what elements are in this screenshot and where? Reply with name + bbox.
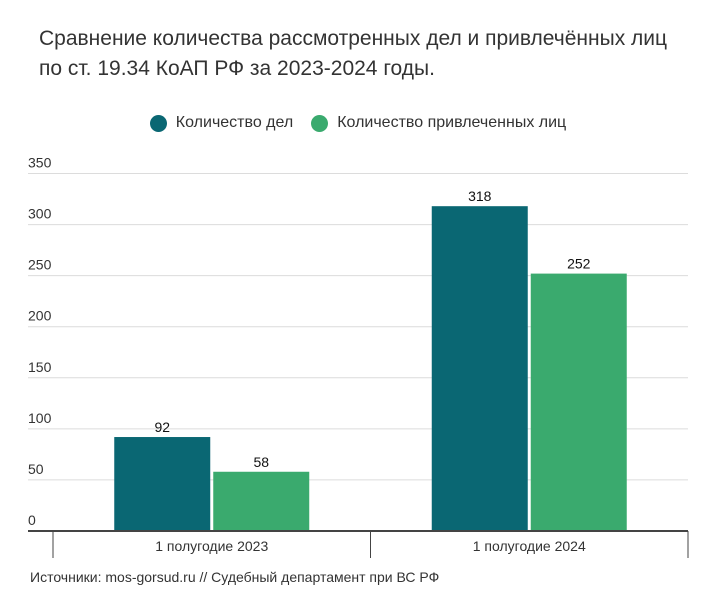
y-tick-label: 300 xyxy=(28,206,52,222)
data-label: 92 xyxy=(154,419,170,435)
legend-label-persons: Количество привлеченных лиц xyxy=(337,114,567,131)
y-tick-label: 350 xyxy=(28,155,52,171)
bar xyxy=(213,471,310,531)
y-tick-label: 150 xyxy=(28,359,52,375)
y-tick-label: 0 xyxy=(28,512,36,528)
legend-label-cases: Количество дел xyxy=(175,114,294,131)
legend-swatch-persons xyxy=(311,114,329,132)
legend-swatch-cases xyxy=(149,114,167,132)
data-label: 318 xyxy=(468,188,492,204)
data-label: 58 xyxy=(253,454,269,470)
y-tick-label: 250 xyxy=(28,257,52,273)
legend-item-persons: Количество привлеченных лиц xyxy=(311,114,566,132)
y-tick-label: 50 xyxy=(28,461,44,477)
chart-title: Сравнение количества рассмотренных дел и… xyxy=(39,27,668,80)
y-tick-label: 100 xyxy=(28,410,52,426)
bar xyxy=(431,206,528,531)
data-label: 252 xyxy=(567,256,591,272)
x-tick-label: 1 полугодие 2023 xyxy=(155,538,268,554)
source-note: Источники: mos-gorsud.ru // Судебный деп… xyxy=(30,569,440,585)
x-tick-label: 1 полугодие 2024 xyxy=(473,538,586,554)
bar xyxy=(114,437,211,531)
y-tick-label: 200 xyxy=(28,308,52,324)
bar xyxy=(530,273,627,531)
legend: Количество дел Количество привлеченных л… xyxy=(0,114,716,132)
legend-item-cases: Количество дел xyxy=(149,114,294,132)
